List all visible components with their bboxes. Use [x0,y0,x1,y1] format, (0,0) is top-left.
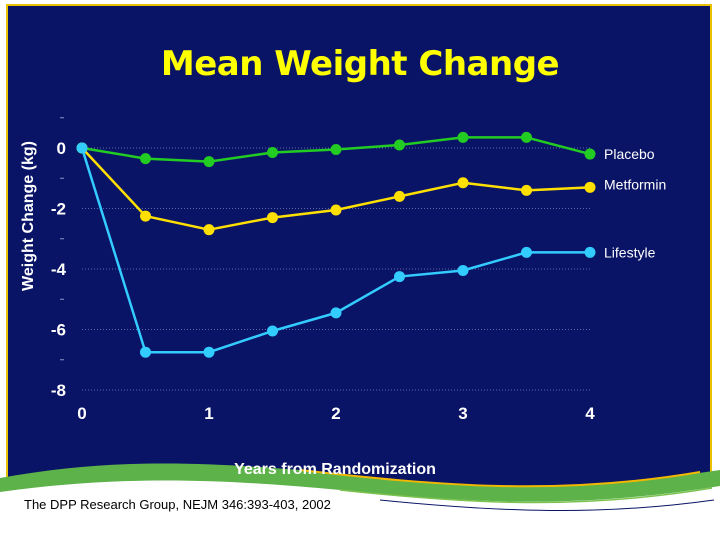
data-point-placebo [203,156,215,168]
data-point-placebo [330,144,342,156]
data-point-metformin [457,177,469,189]
data-point-lifestyle [457,265,469,277]
data-point-metformin [203,224,215,236]
series-line-lifestyle [80,147,590,354]
data-point-metformin [584,181,596,193]
chart-title: Mean Weight Change [160,44,560,84]
data-point-lifestyle [76,142,88,154]
data-point-placebo [457,131,469,143]
data-point-metformin [140,210,151,222]
y-tick-label: 0 [57,139,66,158]
data-point-metformin [330,204,342,216]
y-tick-label: -8 [51,381,66,400]
data-point-placebo [267,147,278,159]
chart-panel [6,4,712,536]
decorative-wave [0,463,720,540]
x-tick-label: 4 [585,404,595,423]
y-tick-label: -2 [51,200,66,219]
data-point-lifestyle [394,271,405,283]
x-tick-label: 0 [77,404,86,423]
axes: 0 -2 -4 -6 -8 0 1 2 3 4 [51,117,595,423]
series-lines: Placebo Metformin Lifestyle [76,131,666,358]
data-point-lifestyle [584,246,596,258]
y-tick-label: -4 [51,260,67,279]
series-label-metformin: Metformin [604,176,666,192]
data-point-metformin [521,184,532,196]
x-tick-label: 2 [331,404,340,423]
data-point-placebo [394,139,405,151]
data-point-metformin [267,212,278,224]
x-tick-label: 1 [204,404,213,423]
data-point-placebo [140,153,151,165]
data-point-lifestyle [521,246,532,258]
data-point-lifestyle [330,307,342,319]
data-point-placebo [521,131,532,143]
x-axis-label: Years from Randomization [234,461,436,478]
gridlines [82,147,590,391]
data-point-lifestyle [267,325,278,337]
y-axis-label: Weight Change (kg) [20,141,37,291]
series-label-lifestyle: Lifestyle [604,244,656,260]
citation: The DPP Research Group, NEJM 346:393-403… [24,497,331,512]
data-point-lifestyle [140,346,151,358]
y-tick-label: -6 [51,321,66,340]
x-tick-label: 3 [458,404,467,423]
data-point-lifestyle [203,346,215,358]
data-point-placebo [584,148,596,160]
data-point-metformin [394,190,405,202]
series-label-placebo: Placebo [604,146,655,162]
